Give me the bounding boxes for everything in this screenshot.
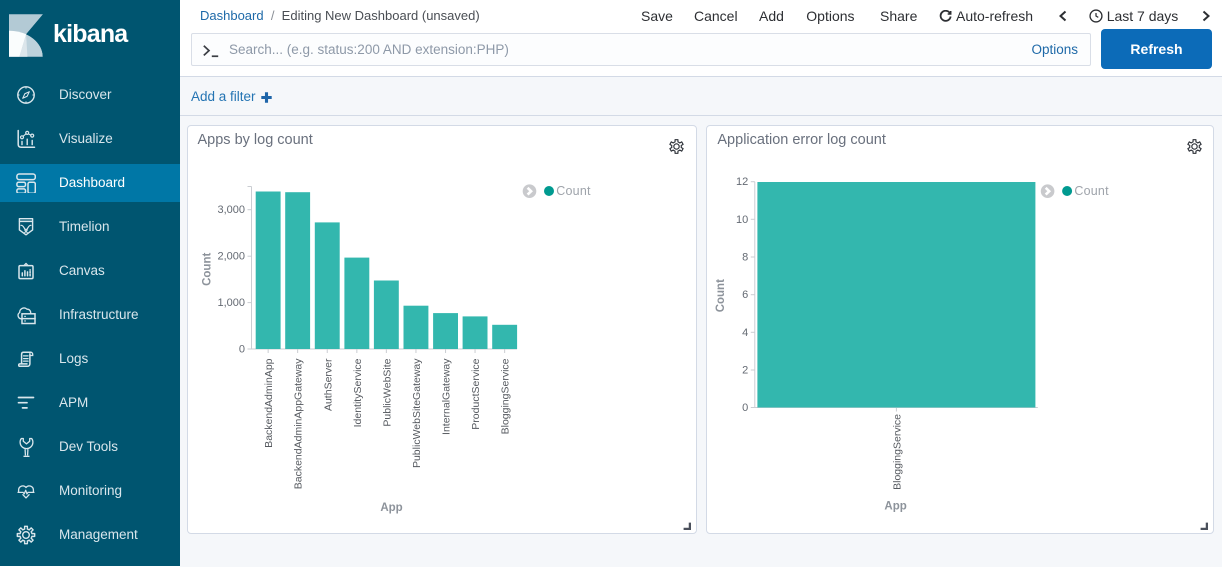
svg-text:2: 2 — [743, 365, 749, 377]
svg-text:PublicWebSiteGateway: PublicWebSiteGateway — [410, 358, 422, 468]
svg-text:6: 6 — [743, 289, 749, 301]
svg-text:BackendAdminApp: BackendAdminApp — [263, 358, 275, 447]
svg-text:Count: Count — [201, 253, 213, 286]
svg-text:App: App — [380, 502, 402, 514]
svg-text:0: 0 — [743, 402, 749, 414]
svg-text:2,000: 2,000 — [217, 251, 245, 263]
svg-text:8: 8 — [743, 252, 749, 264]
svg-text:Count: Count — [715, 279, 727, 312]
svg-text:App: App — [885, 500, 907, 512]
svg-text:InternalGateway: InternalGateway — [440, 358, 452, 435]
svg-text:10: 10 — [736, 214, 748, 226]
svg-text:IdentityService: IdentityService — [351, 358, 363, 427]
svg-text:0: 0 — [238, 344, 244, 356]
svg-text:BloggingService: BloggingService — [499, 358, 511, 434]
svg-text:1,000: 1,000 — [217, 297, 245, 309]
svg-text:4: 4 — [743, 327, 749, 339]
svg-text:AuthServer: AuthServer — [322, 358, 334, 411]
svg-text:3,000: 3,000 — [217, 204, 245, 216]
svg-text:Count: Count — [556, 184, 591, 198]
svg-text:ProductService: ProductService — [470, 358, 482, 429]
svg-text:12: 12 — [736, 176, 748, 188]
svg-text:Count: Count — [1075, 184, 1110, 198]
svg-text:PublicWebSite: PublicWebSite — [381, 358, 393, 426]
svg-text:BackendAdminAppGateway: BackendAdminAppGateway — [292, 358, 304, 489]
svg-text:BloggingService: BloggingService — [892, 414, 904, 490]
